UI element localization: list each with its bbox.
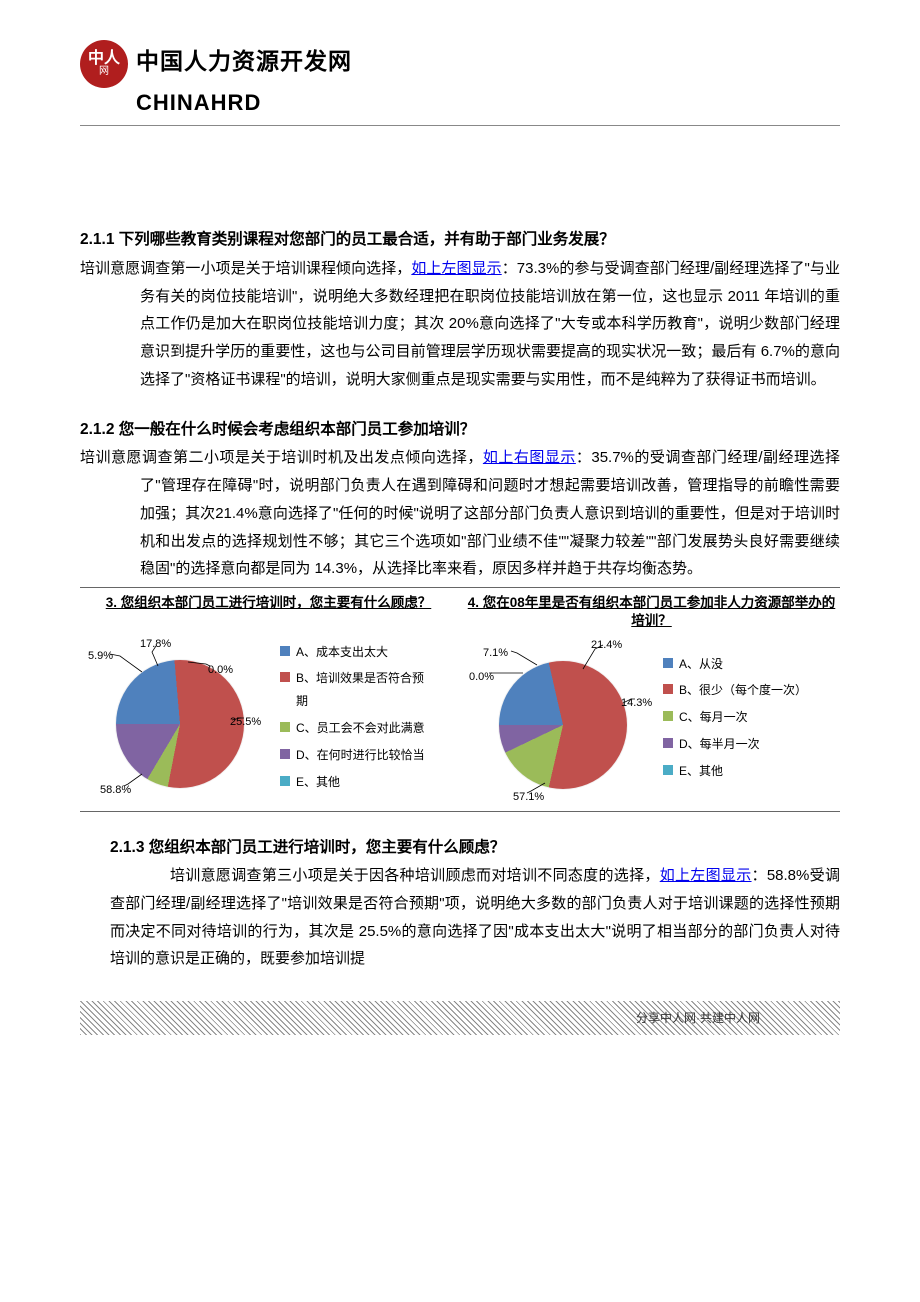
chart-3-title: 3. 您组织本部门员工进行培训时，您主要有什么顾虑？: [80, 594, 457, 630]
chart-3-pie: 17.8%5.9%0.0%25.5%58.8%: [80, 634, 280, 804]
legend-swatch-icon: [280, 749, 290, 759]
para-s212-lead: 培训意愿调查第二小项是关于培训时机及出发点倾向选择，: [80, 449, 483, 466]
legend-swatch-icon: [663, 765, 673, 775]
footer-text: 分享中人网·共建中人网: [636, 1007, 760, 1029]
legend-label: E、其他: [679, 760, 723, 783]
para-s213-lead: 培训意愿调查第三小项是关于因各种培训顾虑而对培训不同态度的选择，: [170, 867, 660, 884]
link-s213[interactable]: 如上左图显示: [660, 867, 752, 884]
para-s211-lead: 培训意愿调查第一小项是关于培训课程倾向选择，: [80, 260, 411, 277]
legend-swatch-icon: [663, 684, 673, 694]
legend-label: C、每月一次: [679, 706, 748, 729]
legend-label: E、其他: [296, 771, 340, 794]
legend-label: A、从没: [679, 653, 723, 676]
charts-divider-top: [80, 587, 840, 588]
link-s211[interactable]: 如上左图显示: [411, 260, 501, 277]
legend-swatch-icon: [280, 776, 290, 786]
legend-swatch-icon: [280, 646, 290, 656]
legend-label: D、每半月一次: [679, 733, 760, 756]
para-s211-body: ：73.3%的参与受调查部门经理/副经理选择了"与业务有关的岗位技能培训"，说明…: [140, 260, 840, 388]
chart-3-card: 3. 您组织本部门员工进行培训时，您主要有什么顾虑？ 17.8%5.9%0.0%…: [80, 594, 457, 804]
leg4-item: C、每月一次: [663, 706, 807, 729]
legend-label: C、员工会不会对此满意: [296, 717, 425, 740]
legend-swatch-icon: [280, 722, 290, 732]
leg3-item: C、员工会不会对此满意: [280, 717, 426, 740]
logo-en: CHINAHRD: [136, 83, 352, 124]
site-header: 中人 网 中国人力资源开发网 CHINAHRD: [80, 40, 840, 126]
chart-4-legend: A、从没 B、很少（每个度一次） C、每月一次 D、每半月一次 E、其他: [663, 653, 807, 787]
para-s211: 培训意愿调查第一小项是关于培训课程倾向选择，如上左图显示：73.3%的参与受调查…: [80, 255, 840, 394]
legend-swatch-icon: [663, 711, 673, 721]
chart-4-card: 4. 您在08年里是否有组织本部门员工参加非人力资源部举办的培训？ 21.4%7…: [463, 594, 840, 804]
legend-label: A、成本支出太大: [296, 641, 388, 664]
section-213: 2.1.3 您组织本部门员工进行培训时，您主要有什么顾虑？: [80, 834, 840, 863]
link-s212[interactable]: 如上右图显示: [483, 449, 576, 466]
legend-swatch-icon: [280, 672, 290, 682]
chart-3-legend: A、成本支出太大 B、培训效果是否符合预期 C、员工会不会对此满意 D、在何时进行比较…: [280, 641, 426, 798]
leg3-item: D、在何时进行比较恰当: [280, 744, 426, 767]
leg3-item: A、成本支出太大: [280, 641, 426, 664]
pie4-leader: [463, 635, 663, 805]
heading-212: 2.1.2 您一般在什么时候会考虑组织本部门员工参加培训？: [80, 416, 840, 445]
leg4-item: E、其他: [663, 760, 807, 783]
leg4-item: B、很少（每个度一次）: [663, 679, 807, 702]
pie3-leader: [80, 634, 280, 804]
logo-badge-bot: 网: [99, 67, 109, 77]
leg4-item: D、每半月一次: [663, 733, 807, 756]
heading-211: 2.1.1 下列哪些教育类别课程对您部门的员工最合适，并有助于部门业务发展？: [80, 226, 840, 255]
leg4-item: A、从没: [663, 653, 807, 676]
legend-label: D、在何时进行比较恰当: [296, 744, 425, 767]
legend-swatch-icon: [663, 658, 673, 668]
chart-4-pie: 21.4%7.1%0.0%14.3%57.1%: [463, 635, 663, 805]
logo-text: 中国人力资源开发网 CHINAHRD: [136, 40, 352, 123]
legend-swatch-icon: [663, 738, 673, 748]
leg3-item: E、其他: [280, 771, 426, 794]
para-s212: 培训意愿调查第二小项是关于培训时机及出发点倾向选择，如上右图显示：35.7%的受…: [80, 444, 840, 583]
legend-label: B、很少（每个度一次）: [679, 679, 807, 702]
heading-213: 2.1.3 您组织本部门员工进行培训时，您主要有什么顾虑？: [80, 834, 840, 863]
charts-row: 3. 您组织本部门员工进行培训时，您主要有什么顾虑？ 17.8%5.9%0.0%…: [80, 594, 840, 811]
para-s212-body: ：35.7%的受调查部门经理/副经理选择了"管理存在障碍"时，说明部门负责人在遇…: [140, 449, 840, 577]
logo-cn: 中国人力资源开发网: [136, 40, 352, 83]
footer-band: 分享中人网·共建中人网: [80, 1001, 840, 1035]
para-s213: 培训意愿调查第三小项是关于因各种培训顾虑而对培训不同态度的选择，如上左图显示：5…: [80, 862, 840, 973]
section-212: 2.1.2 您一般在什么时候会考虑组织本部门员工参加培训？培训意愿调查第二小项是…: [80, 416, 840, 583]
section-211: 2.1.1 下列哪些教育类别课程对您部门的员工最合适，并有助于部门业务发展？培训…: [80, 226, 840, 393]
legend-label: B、培训效果是否符合预期: [296, 667, 426, 713]
leg3-item: B、培训效果是否符合预期: [280, 667, 426, 713]
chart-4-title: 4. 您在08年里是否有组织本部门员工参加非人力资源部举办的培训？: [463, 594, 840, 630]
logo-badge-top: 中人: [88, 51, 120, 67]
logo-badge-icon: 中人 网: [80, 40, 128, 88]
